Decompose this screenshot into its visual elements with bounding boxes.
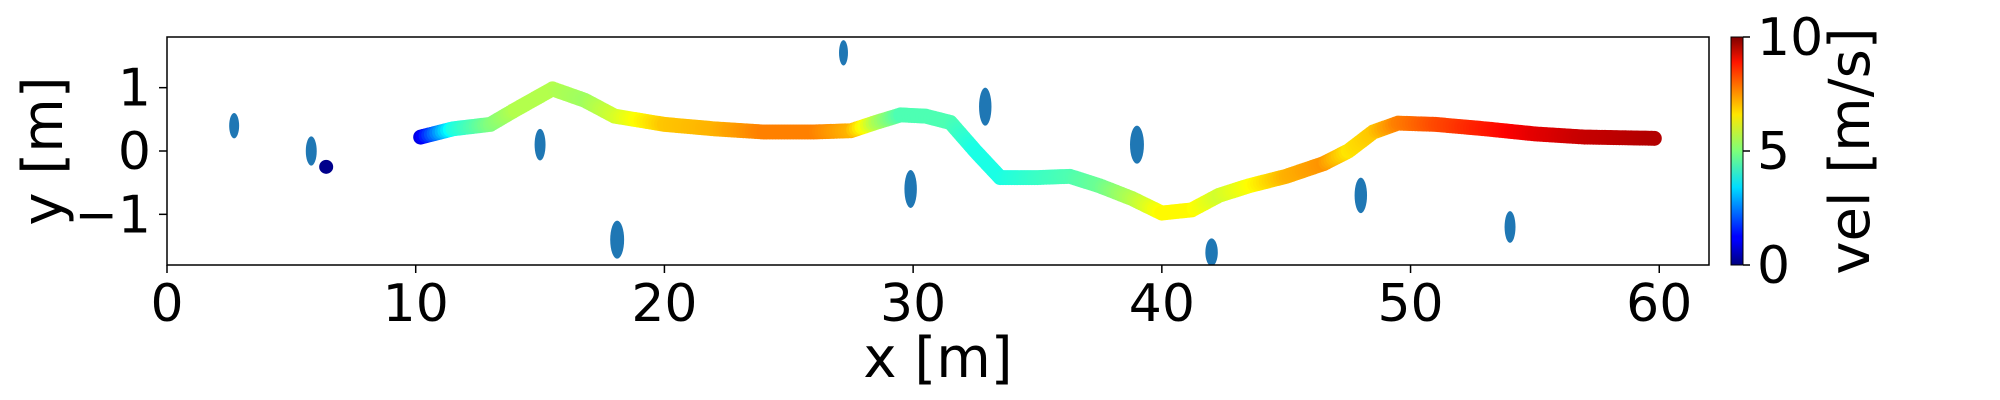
colorbar-tick-label: 0 xyxy=(1757,236,1790,296)
colorbar-tick-label: 10 xyxy=(1757,8,1823,68)
x-axis-label: x [m] xyxy=(863,326,1012,391)
colorbar-ticks: 0 5 10 xyxy=(1743,8,1823,296)
y-tick-label: 0 xyxy=(118,122,151,182)
obstacle-marker xyxy=(610,220,625,259)
obstacle-marker xyxy=(229,113,240,139)
plot-frame xyxy=(166,36,1710,266)
x-tick-label: 60 xyxy=(1626,274,1692,334)
colorbar-tick-label: 5 xyxy=(1757,122,1790,182)
plot-area xyxy=(229,40,1662,265)
x-tick-label: 50 xyxy=(1377,274,1443,334)
x-tick-label: 30 xyxy=(880,274,946,334)
obstacle-marker xyxy=(1205,238,1218,265)
obstacle-marker xyxy=(839,40,848,66)
obstacle-marker xyxy=(904,170,917,208)
x-tick-label: 20 xyxy=(631,274,697,334)
obstacle-marker xyxy=(1130,125,1144,164)
y-tick-label: 1 xyxy=(118,59,151,119)
obstacle-marker xyxy=(979,87,992,126)
x-axis: 0 10 20 30 40 50 60 xyxy=(150,265,1692,334)
y-tick-label: −1 xyxy=(74,185,151,245)
obstacle-marker xyxy=(305,136,317,166)
x-tick-label: 10 xyxy=(383,274,449,334)
obstacle-marker xyxy=(534,128,546,161)
y-axis-label: y [m] xyxy=(11,76,76,225)
x-tick-label: 40 xyxy=(1129,274,1195,334)
colorbar-label: vel [m/s] xyxy=(1818,27,1883,274)
start-marker xyxy=(319,159,334,174)
y-axis: −101 xyxy=(74,59,167,245)
x-tick-label: 0 xyxy=(150,274,183,334)
trajectory-point xyxy=(1646,130,1662,146)
obstacle-marker xyxy=(1354,177,1368,214)
colorbar xyxy=(1730,36,1744,266)
obstacle-marker xyxy=(1504,211,1516,243)
